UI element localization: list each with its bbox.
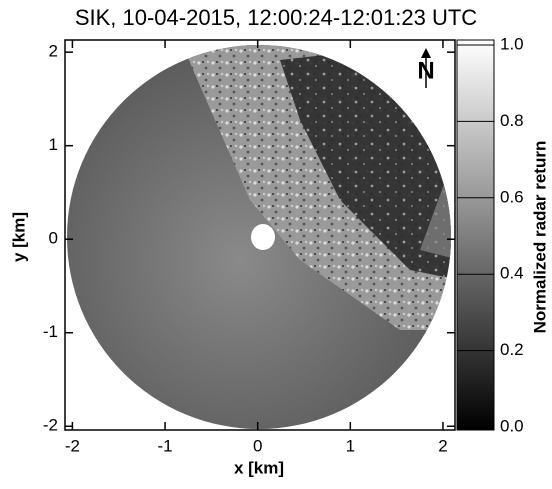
y-tick-label: -1 (43, 322, 58, 341)
x-tick-label: 1 (346, 436, 355, 455)
x-tick-label: -2 (65, 436, 80, 455)
x-tick-label: 2 (438, 436, 447, 455)
north-label: N (417, 57, 434, 84)
y-tick-label: 1 (49, 135, 58, 154)
x-tick-label: 0 (253, 436, 262, 455)
radar-image (67, 45, 451, 429)
x-axis-label: x [km] (234, 458, 284, 477)
colorbar-tick-label: 0.4 (500, 264, 524, 283)
colorbar-tick-label: 0.8 (500, 111, 524, 130)
colorbar-tick-label: 0.2 (500, 340, 524, 359)
colorbar-tick-label: 1.0 (500, 34, 524, 53)
chart-title: SIK, 10-04-2015, 12:00:24-12:01:23 UTC (75, 5, 477, 30)
colorbar (456, 39, 495, 431)
x-tick-label: -1 (157, 436, 172, 455)
y-tick-label: 0 (49, 229, 58, 248)
north-arrow: N (417, 48, 435, 88)
colorbar-tick-label: 0.6 (500, 187, 524, 206)
y-tick-label: 2 (49, 42, 58, 61)
y-axis-label: y [km] (9, 212, 28, 262)
colorbar-label: Normalized radar return (530, 141, 549, 334)
y-tick-label: -2 (43, 416, 58, 435)
plot-frame (64, 39, 456, 431)
colorbar-tick-label: 0.0 (500, 416, 524, 435)
